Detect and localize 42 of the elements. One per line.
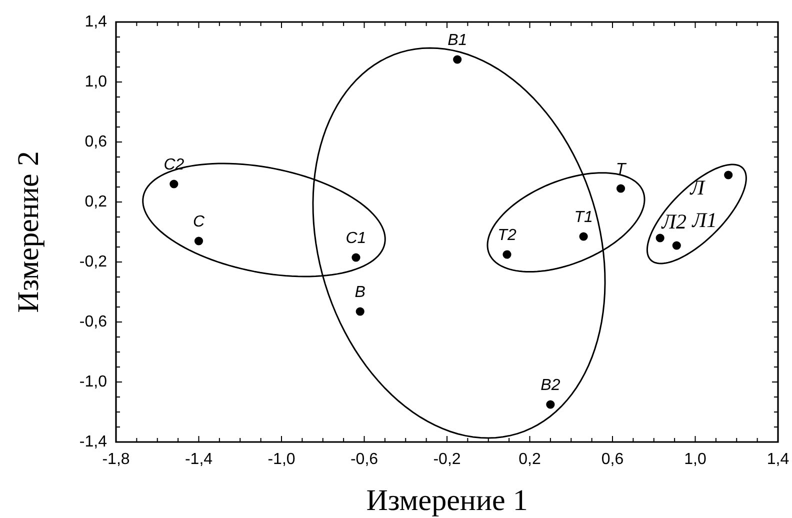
x-axis-title: Измерение 1 bbox=[366, 484, 528, 517]
y-tick-label: 0,2 bbox=[84, 193, 108, 210]
annotation: С bbox=[192, 213, 205, 230]
y-tick-label: -0,2 bbox=[79, 253, 108, 270]
annotation: В2 bbox=[540, 376, 560, 394]
y-tick-label: 1,0 bbox=[84, 73, 108, 90]
y-tick-label: -0,6 bbox=[79, 313, 108, 330]
x-tick-label: 1,0 bbox=[684, 451, 706, 468]
point bbox=[170, 180, 178, 188]
annotation: С1 bbox=[346, 230, 366, 247]
annotation: Т bbox=[616, 160, 627, 178]
y-tick-label: -1,4 bbox=[79, 433, 108, 450]
x-tick-label: 0,6 bbox=[601, 451, 624, 468]
point bbox=[672, 241, 681, 250]
y-tick-label: -1,0 bbox=[79, 373, 108, 390]
y-tick-label: 0,6 bbox=[84, 133, 108, 150]
annotation: В bbox=[354, 284, 366, 301]
point bbox=[656, 234, 664, 242]
x-tick-label: -1,4 bbox=[184, 451, 213, 468]
x-tick-label: -1,0 bbox=[268, 451, 296, 468]
annotation: Л1 bbox=[691, 208, 717, 232]
point bbox=[502, 250, 512, 259]
annotation: Л2 bbox=[660, 210, 687, 234]
point bbox=[546, 400, 555, 409]
annotation: Т1 bbox=[574, 208, 593, 226]
y-axis-title: Измерение 2 bbox=[12, 151, 45, 313]
point bbox=[579, 232, 588, 241]
x-tick-label: -0,6 bbox=[350, 451, 378, 468]
point bbox=[453, 55, 462, 64]
point bbox=[616, 184, 626, 193]
annotation: Т2 bbox=[498, 226, 516, 244]
x-tick-label: -1,8 bbox=[102, 451, 130, 468]
annotation: Л bbox=[689, 176, 706, 200]
x-tick-label: 0,2 bbox=[518, 451, 541, 468]
point bbox=[356, 307, 364, 316]
y-tick-label: 1,4 bbox=[84, 13, 108, 30]
point bbox=[352, 253, 360, 262]
annotation: В1 bbox=[448, 32, 468, 49]
x-tick-label: -0,2 bbox=[433, 451, 461, 468]
point bbox=[194, 236, 204, 246]
x-tick-label: 1,4 bbox=[766, 451, 790, 468]
point bbox=[724, 170, 733, 180]
